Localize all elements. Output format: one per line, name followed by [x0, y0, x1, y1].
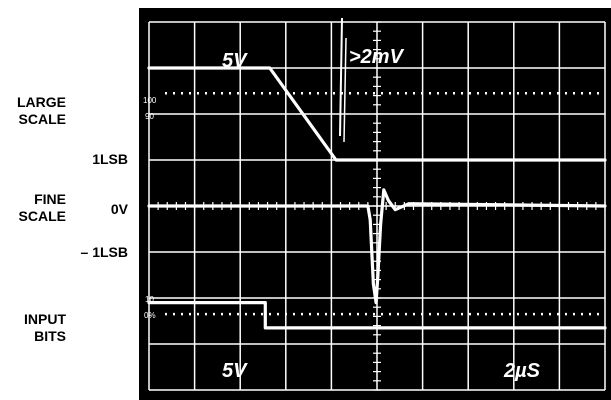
- time-per-div-annotation: 2µS: [503, 360, 541, 382]
- large-scale-label: LARGE SCALE: [17, 94, 66, 127]
- trace-line-2: [147, 188, 607, 305]
- minus-one-lsb-label: – 1LSB: [80, 244, 128, 260]
- marker-line: [343, 37, 347, 143]
- zero-v-label: 0V: [110, 201, 128, 217]
- fine-scale-label: FINE SCALE: [18, 191, 66, 224]
- mark-90: 90: [145, 112, 154, 121]
- trace-line-3: [147, 301, 607, 330]
- traces: [147, 66, 607, 330]
- one-lsb-label: 1LSB: [92, 151, 128, 167]
- mark-0: 0%: [144, 311, 156, 320]
- bottom-volt-annotation: 5V: [222, 360, 248, 382]
- dotted-levels: [165, 92, 605, 316]
- input-bits-label: INPUT BITS: [24, 311, 66, 344]
- top-volt-annotation: 5V: [222, 50, 248, 72]
- mark-100: 100: [143, 96, 157, 105]
- trace-line-1: [147, 66, 607, 162]
- mark-10: 10: [145, 295, 154, 304]
- threshold-annotation: >2mV: [349, 46, 405, 68]
- marker-line: [339, 17, 343, 137]
